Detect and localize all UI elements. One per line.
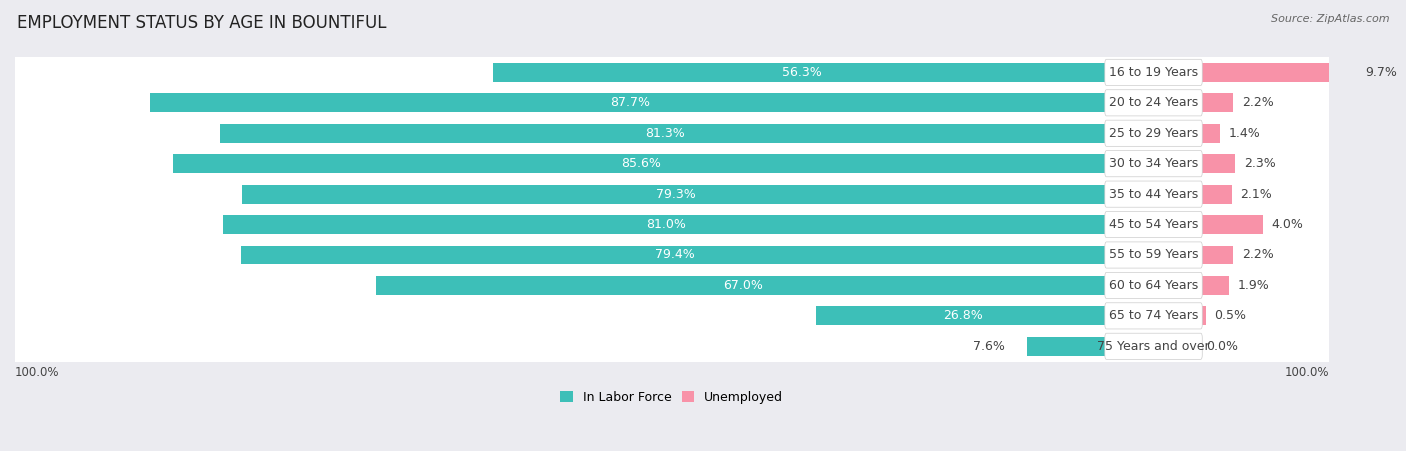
FancyBboxPatch shape (1105, 212, 1202, 238)
Bar (149, 93, 1109, 112)
Text: 55 to 59 Years: 55 to 59 Years (1109, 249, 1198, 262)
Text: 100.0%: 100.0% (15, 366, 59, 379)
Bar (1198, 215, 1263, 234)
Text: 2.1%: 2.1% (1240, 188, 1272, 201)
Bar (15, 301, 1329, 331)
Text: 4.0%: 4.0% (1272, 218, 1303, 231)
Bar (15, 57, 1329, 87)
Text: 35 to 44 Years: 35 to 44 Years (1109, 188, 1198, 201)
Bar (1198, 93, 1233, 112)
Text: 25 to 29 Years: 25 to 29 Years (1109, 127, 1198, 140)
Bar (15, 270, 1329, 301)
Bar (15, 209, 1329, 240)
Text: 2.2%: 2.2% (1243, 97, 1274, 109)
Text: 2.3%: 2.3% (1244, 157, 1275, 170)
Text: 75 Years and over: 75 Years and over (1097, 340, 1209, 353)
Bar (1198, 185, 1232, 203)
Bar (1198, 124, 1220, 143)
Bar (1198, 154, 1234, 173)
Bar (817, 306, 1109, 325)
Text: EMPLOYMENT STATUS BY AGE IN BOUNTIFUL: EMPLOYMENT STATUS BY AGE IN BOUNTIFUL (17, 14, 387, 32)
Text: 9.7%: 9.7% (1365, 66, 1398, 79)
Text: 1.4%: 1.4% (1229, 127, 1261, 140)
Text: 1.9%: 1.9% (1237, 279, 1270, 292)
Text: 7.6%: 7.6% (973, 340, 1005, 353)
Bar (377, 276, 1109, 295)
Bar (242, 185, 1109, 203)
Text: Source: ZipAtlas.com: Source: ZipAtlas.com (1271, 14, 1389, 23)
Text: 26.8%: 26.8% (943, 309, 983, 322)
Text: 60 to 64 Years: 60 to 64 Years (1109, 279, 1198, 292)
FancyBboxPatch shape (1105, 151, 1202, 177)
FancyBboxPatch shape (1105, 120, 1202, 146)
Bar (240, 245, 1109, 264)
Bar (15, 179, 1329, 209)
Text: 16 to 19 Years: 16 to 19 Years (1109, 66, 1198, 79)
Bar (173, 154, 1109, 173)
Bar (15, 148, 1329, 179)
Text: 0.0%: 0.0% (1206, 340, 1239, 353)
Text: 45 to 54 Years: 45 to 54 Years (1109, 218, 1198, 231)
Text: 20 to 24 Years: 20 to 24 Years (1109, 97, 1198, 109)
Text: 2.2%: 2.2% (1243, 249, 1274, 262)
Text: 79.4%: 79.4% (655, 249, 695, 262)
Text: 56.3%: 56.3% (782, 66, 821, 79)
Bar (15, 87, 1329, 118)
Text: 30 to 34 Years: 30 to 34 Years (1109, 157, 1198, 170)
Bar (219, 124, 1109, 143)
Bar (15, 331, 1329, 362)
Text: 65 to 74 Years: 65 to 74 Years (1109, 309, 1198, 322)
Bar (15, 118, 1329, 148)
Bar (1198, 245, 1233, 264)
Legend: In Labor Force, Unemployed: In Labor Force, Unemployed (555, 386, 789, 409)
FancyBboxPatch shape (1105, 59, 1202, 86)
Bar (494, 63, 1109, 82)
FancyBboxPatch shape (1105, 242, 1202, 268)
Text: 85.6%: 85.6% (621, 157, 661, 170)
Text: 79.3%: 79.3% (655, 188, 696, 201)
FancyBboxPatch shape (1105, 90, 1202, 116)
Text: 100.0%: 100.0% (1284, 366, 1329, 379)
Bar (1198, 306, 1205, 325)
Text: 67.0%: 67.0% (723, 279, 763, 292)
Text: 0.5%: 0.5% (1215, 309, 1246, 322)
FancyBboxPatch shape (1105, 303, 1202, 329)
FancyBboxPatch shape (1105, 272, 1202, 299)
Bar (1198, 276, 1229, 295)
Text: 87.7%: 87.7% (610, 97, 650, 109)
Bar (224, 215, 1109, 234)
Bar (1026, 337, 1109, 356)
Text: 81.0%: 81.0% (647, 218, 686, 231)
Text: 81.3%: 81.3% (645, 127, 685, 140)
Bar (15, 240, 1329, 270)
FancyBboxPatch shape (1105, 181, 1202, 207)
Bar (1198, 63, 1357, 82)
FancyBboxPatch shape (1105, 333, 1202, 359)
